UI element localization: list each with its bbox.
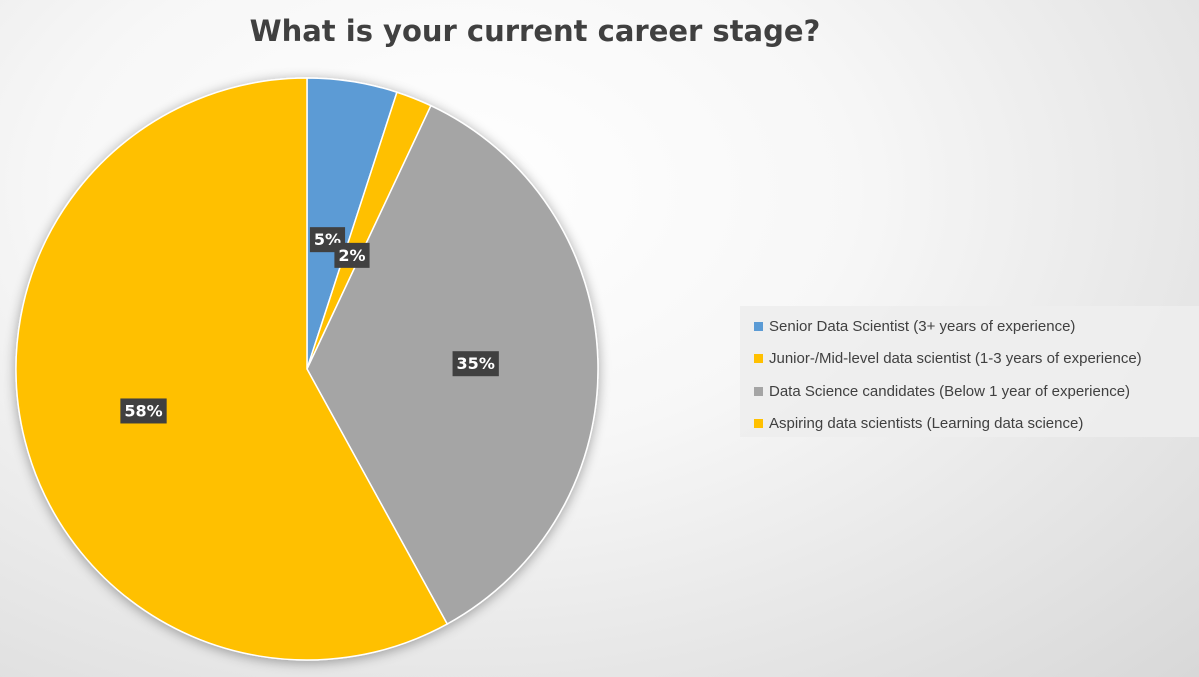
legend-item: Junior-/Mid-level data scientist (1-3 ye… bbox=[740, 343, 1199, 376]
data-label-aspiring: 58% bbox=[120, 398, 167, 424]
data-label-text: 58% bbox=[124, 401, 162, 420]
legend-item: Senior Data Scientist (3+ years of exper… bbox=[740, 310, 1199, 343]
legend-swatch bbox=[754, 354, 763, 364]
data-label-background bbox=[334, 242, 370, 268]
chart-legend: Senior Data Scientist (3+ years of exper… bbox=[740, 306, 1199, 437]
legend-label: Senior Data Scientist (3+ years of exper… bbox=[769, 317, 1076, 335]
data-label-senior: 5% bbox=[309, 227, 346, 253]
data-label-text: 2% bbox=[338, 246, 365, 265]
data-label-background bbox=[452, 351, 499, 377]
legend-label: Aspiring data scientists (Learning data … bbox=[769, 415, 1084, 433]
legend-swatch bbox=[754, 386, 763, 396]
data-label-candidates: 35% bbox=[452, 351, 499, 377]
pie-slice-candidates bbox=[306, 104, 599, 626]
legend-label: Data Science candidates (Below 1 year of… bbox=[769, 382, 1131, 400]
data-label-junior-mid: 2% bbox=[334, 242, 370, 268]
legend-item: Aspiring data scientists (Learning data … bbox=[740, 408, 1199, 441]
legend-item: Data Science candidates (Below 1 year of… bbox=[740, 375, 1199, 408]
chart-title: What is your current career stage? bbox=[249, 14, 821, 48]
legend-label: Junior-/Mid-level data scientist (1-3 ye… bbox=[769, 350, 1142, 368]
data-label-text: 5% bbox=[314, 230, 341, 249]
legend-swatch bbox=[754, 419, 763, 429]
legend-swatch bbox=[754, 321, 763, 331]
data-label-background bbox=[120, 398, 167, 424]
data-label-text: 35% bbox=[457, 354, 495, 373]
pie-slice-aspiring bbox=[15, 77, 449, 661]
